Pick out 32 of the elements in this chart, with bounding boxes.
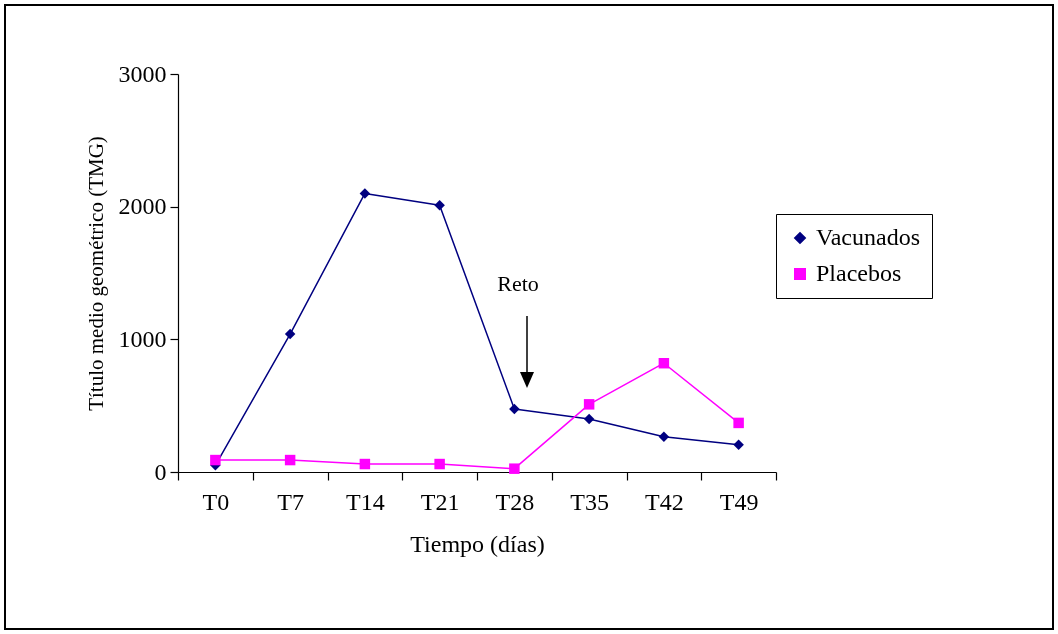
x-tick-label: T49 xyxy=(719,488,759,515)
x-axis-title: Tiempo (días) xyxy=(410,530,545,557)
point xyxy=(284,328,296,340)
point xyxy=(359,458,371,470)
x-tick-label: T28 xyxy=(495,488,535,515)
point xyxy=(658,431,670,443)
point xyxy=(509,403,520,415)
x-tick-label: T0 xyxy=(202,488,230,515)
point xyxy=(359,188,371,199)
point xyxy=(284,454,296,466)
annotation: Reto xyxy=(497,271,539,296)
point xyxy=(434,200,445,211)
point xyxy=(434,458,445,470)
y-tick-label: 0 xyxy=(154,458,167,485)
legend-label: Placebos xyxy=(816,260,902,286)
point xyxy=(210,454,221,466)
point xyxy=(583,413,595,425)
point xyxy=(658,357,670,369)
y-tick-label: 2000 xyxy=(118,193,167,220)
x-tick-label: T35 xyxy=(570,488,609,515)
point xyxy=(733,439,744,451)
point xyxy=(583,399,595,410)
x-tick-label: T42 xyxy=(645,488,684,515)
x-tick-label: T14 xyxy=(346,488,385,515)
y-axis-title: Título medio geométrico (TMG) xyxy=(83,136,108,411)
y-tick-label: 1000 xyxy=(118,325,167,352)
x-tick-label: T21 xyxy=(420,488,460,515)
point xyxy=(733,417,744,429)
point xyxy=(509,463,520,474)
y-tick-label: 3000 xyxy=(118,60,167,87)
legend-label: Vacunados xyxy=(816,224,920,250)
x-tick-label: T7 xyxy=(277,488,304,515)
